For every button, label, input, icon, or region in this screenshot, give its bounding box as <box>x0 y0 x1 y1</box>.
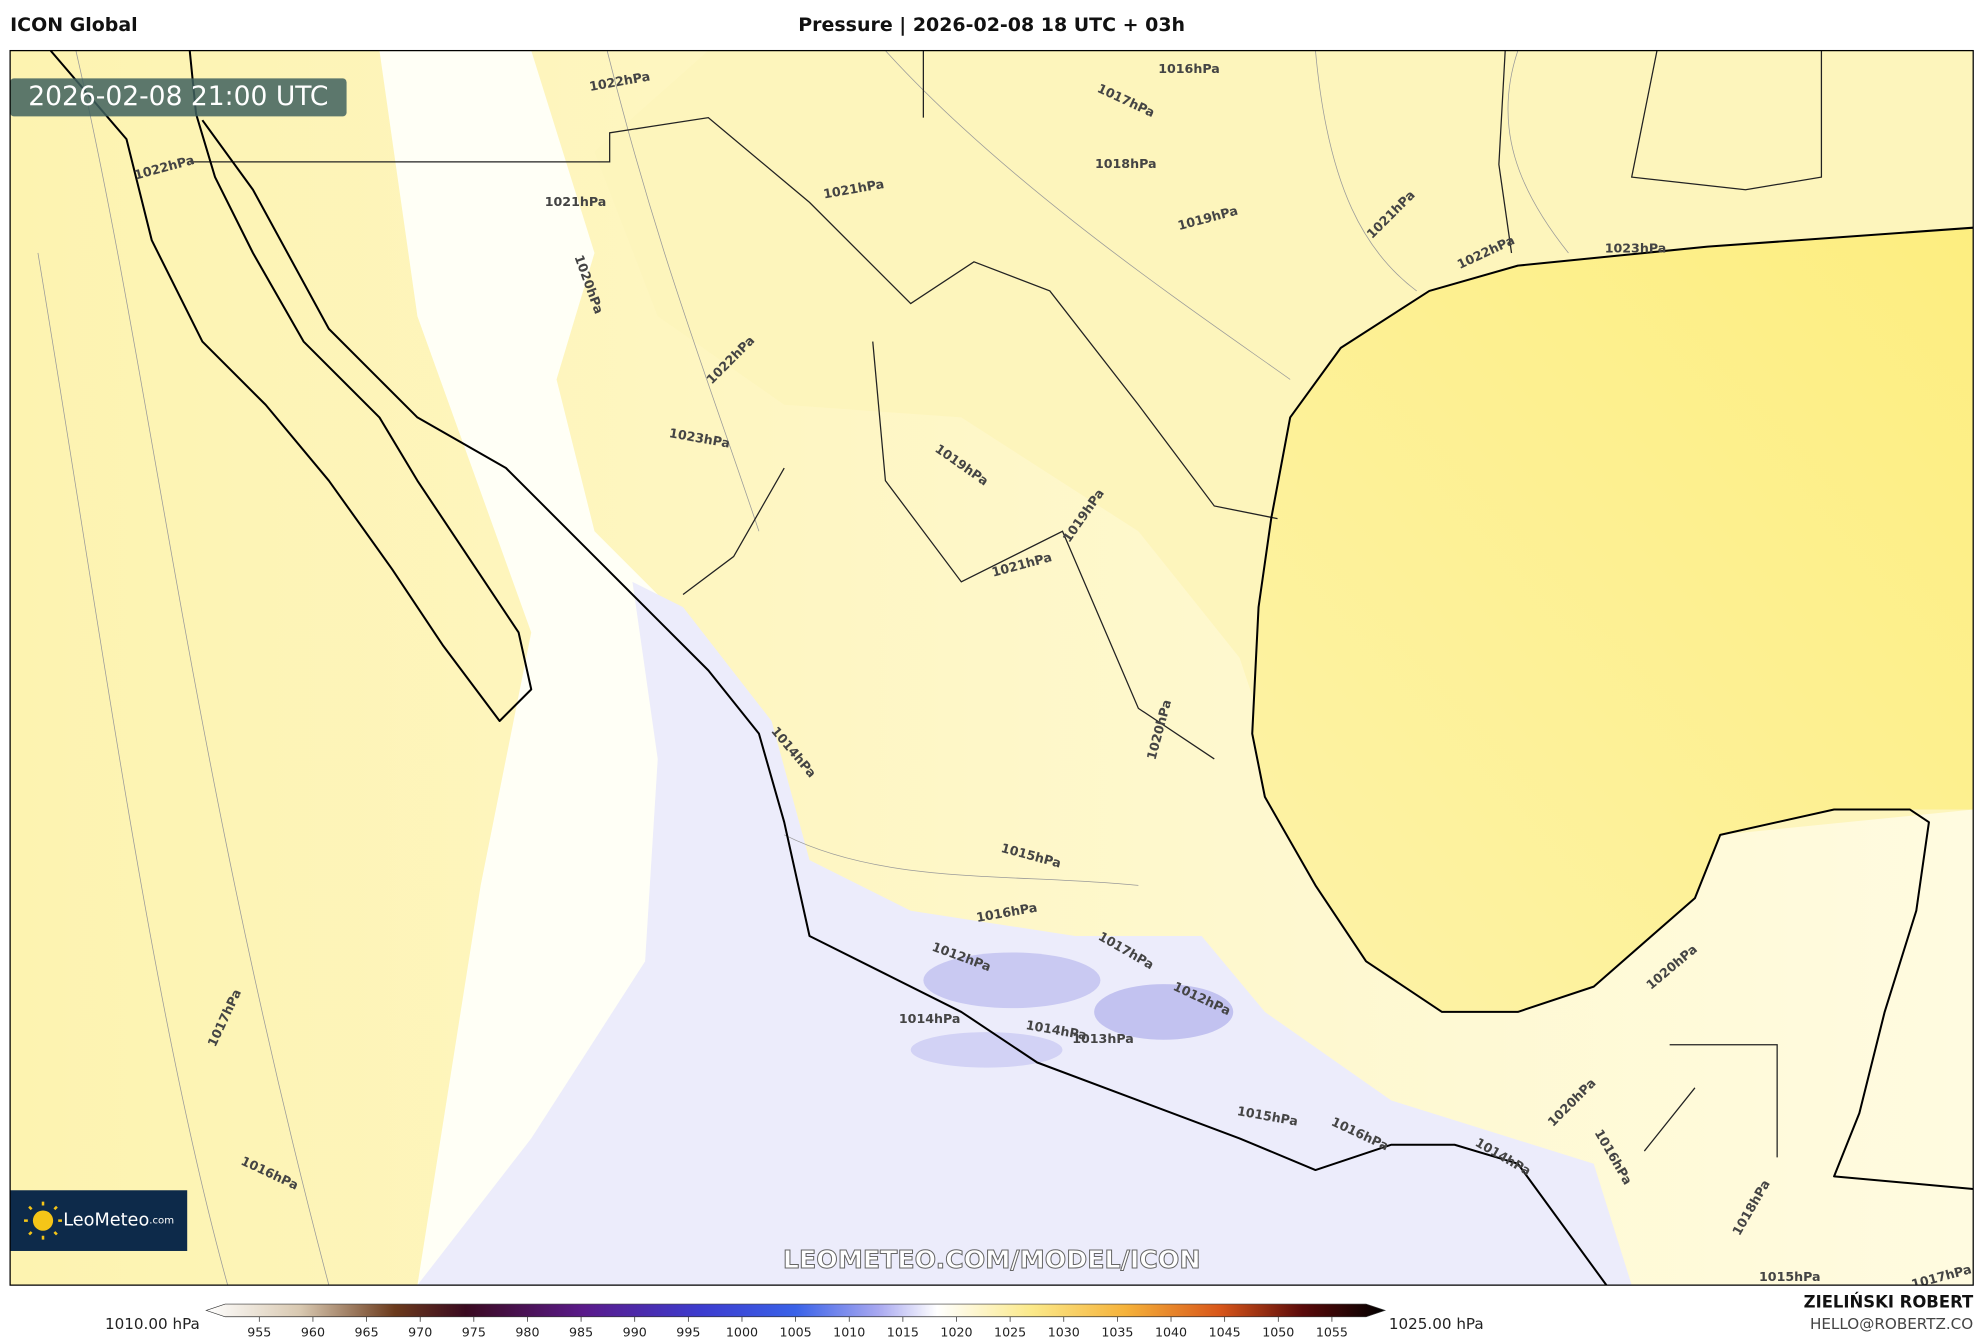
colorbar-tick-label: 1050 <box>1262 1325 1294 1337</box>
contour-label: 1016hPa <box>1158 61 1220 76</box>
border <box>189 116 1778 1158</box>
colorbar-tick-label: 985 <box>569 1325 593 1337</box>
model-name: ICON Global <box>10 14 138 36</box>
colorbar-tick-label: 1005 <box>780 1325 812 1337</box>
colorbar-tick-label: 1025 <box>994 1325 1026 1337</box>
coastline <box>49 50 533 723</box>
logo-text: LeoMeteo.com <box>63 1211 174 1231</box>
time-badge <box>10 78 347 117</box>
low-core <box>1094 984 1234 1040</box>
colorbar-tick-label: 1015 <box>887 1325 919 1337</box>
colorbar-tick-label: 960 <box>301 1325 325 1337</box>
contour-label: 1021hPa <box>545 194 607 209</box>
isobar <box>37 50 1569 1286</box>
colorbar-tick-label: 995 <box>676 1325 700 1337</box>
colorbar-tick-label: 970 <box>408 1325 432 1337</box>
contour-label: 1015hPa <box>1759 1269 1821 1284</box>
logo-name: LeoMeteo <box>63 1211 149 1231</box>
colorbar: 1010.00 hPa 1025.00 hPa 955 960 965 970 975 9… <box>105 1303 1484 1337</box>
colorbar-tick-label: 1045 <box>1209 1325 1241 1337</box>
logo-rays <box>24 1201 62 1240</box>
map: 2026-02-08 21:00 UTC LEOMETEO.COM/MODEL/… <box>10 50 1974 1286</box>
colorbar-tick-label: 1030 <box>1048 1325 1080 1337</box>
colorbar-tick-label: 1035 <box>1101 1325 1133 1337</box>
email: HELLO@ROBERTZ.CO <box>1810 1315 1973 1333</box>
coastline <box>201 119 1608 1286</box>
colorbar-tick-label: 965 <box>355 1325 379 1337</box>
contour-label: 1018hPa <box>1095 156 1157 171</box>
colorbar-ramp <box>205 1303 1387 1318</box>
contour-label: 1013hPa <box>1072 1031 1134 1046</box>
logo-suffix: .com <box>149 1216 174 1227</box>
low-core <box>910 1032 1063 1068</box>
colorbar-tick-label: 1000 <box>726 1325 758 1337</box>
colorbar-tick-label: 990 <box>623 1325 647 1337</box>
map-title: Pressure | 2026-02-08 18 UTC + 03h <box>798 14 1185 36</box>
watermark: LEOMETEO.COM/MODEL/ICON <box>783 1245 1201 1274</box>
colorbar-tick-label: 1020 <box>940 1325 972 1337</box>
colorbar-max-label: 1025.00 hPa <box>1389 1315 1484 1333</box>
low-core <box>923 952 1101 1009</box>
colorbar-tick-label: 1010 <box>833 1325 865 1337</box>
state-line <box>922 50 1823 254</box>
valid-time: 2026-02-08 21:00 UTC <box>28 81 328 112</box>
coastline <box>1251 226 1974 1191</box>
colorbar-tick-label: 1040 <box>1155 1325 1187 1337</box>
author: ZIELIŃSKI ROBERT <box>1804 1292 1974 1311</box>
colorbar-tick-label: 955 <box>247 1325 271 1337</box>
colorbar-min-label: 1010.00 hPa <box>105 1315 200 1333</box>
colorbar-tick-label: 980 <box>515 1325 539 1337</box>
colorbar-tick-label: 1055 <box>1316 1325 1348 1337</box>
contour-label: 1023hPa <box>1605 241 1667 256</box>
map-frame <box>9 49 1974 1286</box>
gulf <box>1252 227 1974 1012</box>
contour-label: 1014hPa <box>899 1011 961 1026</box>
colorbar-tick-label: 975 <box>462 1325 486 1337</box>
logo-sun <box>32 1210 54 1231</box>
low-zone <box>417 581 1632 1286</box>
